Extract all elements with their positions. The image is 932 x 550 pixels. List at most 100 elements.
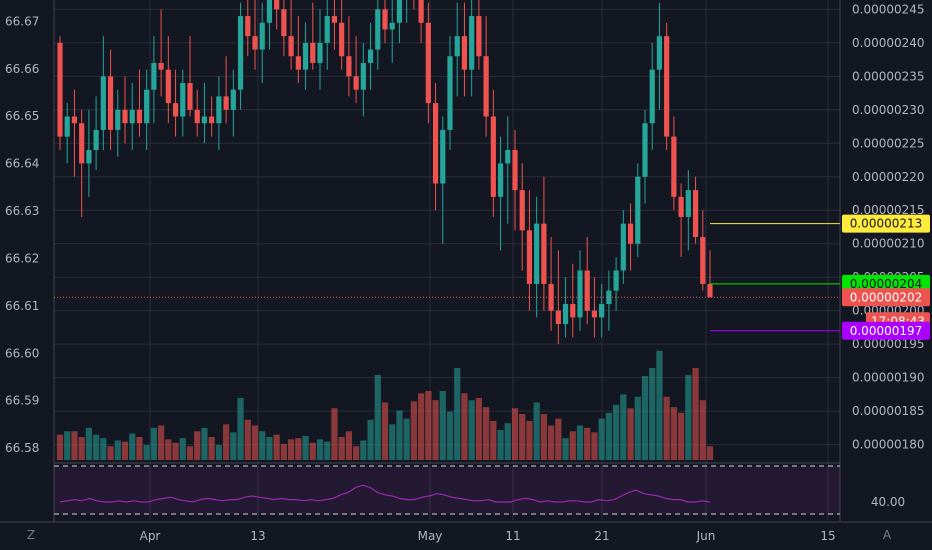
time-tick-label: 21 (594, 529, 609, 543)
candle-body (57, 42, 63, 137)
candle-body (440, 129, 446, 184)
candle-body (613, 270, 619, 291)
volume-bar (519, 414, 526, 460)
candle-body (591, 310, 598, 318)
candle-body (86, 149, 92, 164)
horizontal-level-lines[interactable] (710, 223, 840, 332)
left-tick-label: 66.58 (5, 441, 39, 455)
time-tick-label: 15 (820, 529, 835, 543)
level-tag: 0.00000213 (850, 217, 923, 231)
candle-body (396, 0, 403, 23)
candle-body (151, 62, 157, 90)
volume-bar (338, 437, 345, 460)
candle-body (107, 76, 114, 130)
volume-bar (100, 438, 107, 460)
volume-bar (324, 441, 331, 460)
candle-body (209, 116, 215, 124)
candle-body (692, 190, 699, 238)
volume-bar (316, 439, 324, 460)
candle-body (93, 129, 99, 150)
volume-bar (562, 438, 569, 460)
volume-bar (410, 401, 417, 460)
candle-body (230, 89, 236, 110)
candle-body (432, 103, 439, 184)
left-tick-label: 66.63 (5, 204, 39, 218)
volume-bar (656, 350, 663, 460)
time-tick-label: Apr (140, 529, 161, 543)
right-tick-label: 0.00000190 (852, 371, 925, 385)
candle-body (245, 16, 251, 37)
volume-bar (288, 439, 295, 460)
volume-bar (78, 437, 85, 460)
left-tick-label: 66.59 (5, 394, 39, 408)
volume-bar (432, 400, 439, 460)
candle-body (685, 190, 691, 217)
volume-bar (374, 374, 381, 460)
rsi-pane: 40.00 (54, 465, 905, 515)
volume-bar (367, 419, 374, 460)
right-tick-label: 0.00000230 (852, 103, 925, 117)
volume-bar (259, 431, 266, 460)
time-tick-label: 13 (250, 529, 265, 543)
volume-bar (353, 446, 360, 460)
price-candles (57, 0, 713, 345)
candle-body (526, 230, 533, 284)
candle-body (606, 290, 612, 304)
candle-body (346, 56, 352, 77)
volume-bar (504, 423, 511, 460)
volume-bar (309, 442, 316, 460)
rsi-tick-label: 40.00 (871, 495, 905, 509)
volume-bar (641, 376, 649, 460)
right-price-axis[interactable]: 0.00000245 0.00000240 0.00000235 0.00000230… (852, 2, 925, 451)
time-axis[interactable]: Apr 13 May 11 21 Jun 15 (140, 529, 836, 543)
candle-body (664, 36, 670, 137)
timezone-z-button[interactable]: Z (26, 528, 36, 542)
volume-bar (71, 431, 78, 460)
left-tick-label: 66.64 (5, 157, 39, 171)
candle-body (194, 109, 200, 124)
candle-body (620, 223, 626, 271)
volume-bar (533, 402, 540, 460)
left-price-axis[interactable]: 66.67 66.66 66.65 66.64 66.63 66.62 66.61 66.60… (5, 14, 39, 455)
volume-bar (511, 408, 519, 460)
candle-body (331, 16, 338, 23)
candle-body (136, 109, 143, 124)
volume-bar (620, 394, 627, 460)
candle-body (454, 36, 460, 57)
volume-bar (273, 434, 280, 460)
volume-bar (468, 400, 475, 460)
right-tick-label: 0.00000180 (852, 438, 925, 452)
candle-body (497, 163, 504, 197)
candle-body (259, 22, 265, 50)
candle-body (165, 69, 171, 104)
volume-bar (215, 445, 222, 460)
volume-bar (280, 443, 287, 460)
volume-bar (685, 374, 692, 460)
volume-bar (584, 427, 591, 460)
candle-body (71, 116, 78, 124)
candle-body (700, 237, 706, 284)
candle-body (469, 16, 475, 70)
volume-bar (107, 446, 114, 460)
candle-body (281, 9, 287, 37)
candle-body (266, 0, 273, 23)
auto-scale-button[interactable]: A (882, 528, 892, 542)
candle-body (541, 223, 547, 284)
candle-body (483, 56, 489, 117)
volume-bar (172, 442, 179, 460)
right-tick-label: 0.00000210 (852, 237, 925, 251)
volume-bar (526, 420, 533, 460)
volume-bar (345, 431, 352, 460)
left-tick-label: 66.62 (5, 251, 39, 265)
volume-bar (85, 427, 92, 460)
volume-bar (649, 368, 656, 460)
candle-body (367, 49, 374, 63)
price-tags: 0.000002130.000002040.0000020217:08:430.… (842, 214, 930, 340)
volume-bar (136, 437, 143, 460)
volume-bar (461, 393, 468, 460)
right-tick-label: 0.00000195 (852, 337, 925, 351)
candle-body (201, 116, 208, 124)
candle-body (295, 56, 301, 70)
candle-body (144, 89, 150, 124)
